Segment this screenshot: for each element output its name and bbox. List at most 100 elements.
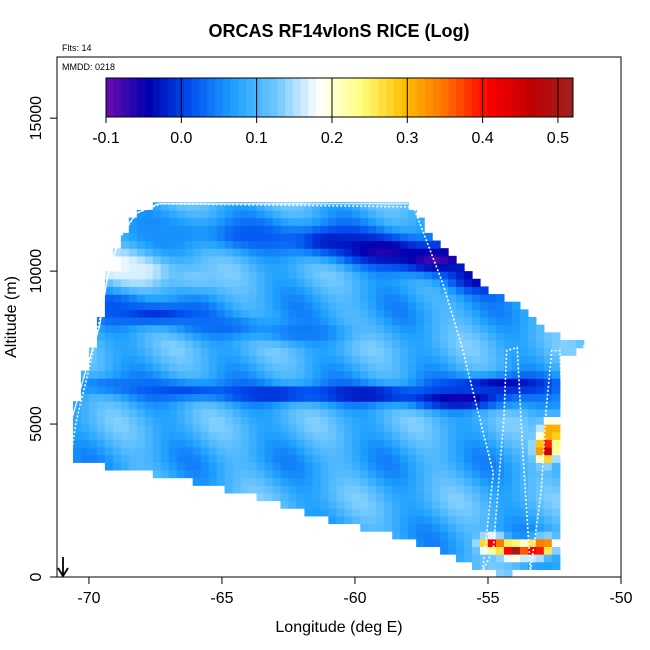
heatmap-cell-903 bbox=[288, 309, 298, 318]
heatmap-cell-128 bbox=[120, 317, 130, 326]
heatmap-cell-486 bbox=[200, 263, 210, 272]
heatmap-cell-390 bbox=[184, 431, 194, 440]
heatmap-cell-495 bbox=[208, 477, 218, 486]
heatmap-cell-1338 bbox=[376, 500, 385, 509]
heatmap-cell-2138 bbox=[535, 408, 545, 418]
heatmap-cell-1244 bbox=[352, 232, 361, 242]
heatmap-cell-276 bbox=[152, 202, 162, 211]
heatmap-cell-2139 bbox=[535, 401, 545, 410]
heatmap-cell-1090 bbox=[328, 447, 337, 456]
heatmap-cell-1881 bbox=[480, 477, 489, 486]
heatmap-cell-1641 bbox=[432, 500, 441, 509]
heatmap-cell-1814 bbox=[464, 401, 473, 410]
heatmap-cell-518 bbox=[208, 301, 218, 310]
heatmap-cell-864 bbox=[280, 301, 290, 310]
heatmap-cell-2111 bbox=[527, 362, 537, 372]
heatmap-cell-1835 bbox=[472, 538, 481, 548]
heatmap-cell-1794 bbox=[464, 554, 473, 563]
heatmap-cell-384 bbox=[176, 202, 186, 211]
colorbar-segment-6 bbox=[152, 78, 161, 117]
heatmap-cell-63 bbox=[104, 393, 114, 402]
colorbar-tick-label-2: 0.1 bbox=[246, 130, 268, 147]
colorbar-segment-34 bbox=[370, 78, 379, 117]
heatmap-cell-926 bbox=[296, 439, 306, 448]
heatmap-cell-1696 bbox=[440, 393, 449, 402]
heatmap-cell-1214 bbox=[352, 462, 361, 471]
heatmap-cell-618 bbox=[232, 401, 242, 410]
heatmap-cell-1728 bbox=[448, 454, 457, 463]
heatmap-cell-240 bbox=[144, 209, 154, 219]
heatmap-cell-1610 bbox=[424, 424, 433, 433]
heatmap-cell-51 bbox=[96, 332, 106, 341]
heatmap-cell-1167 bbox=[344, 500, 353, 509]
heatmap-cell-1198 bbox=[344, 263, 353, 272]
heatmap-cell-549 bbox=[216, 347, 226, 356]
heatmap-cell-1859 bbox=[472, 355, 481, 364]
heatmap-cell-1021 bbox=[312, 339, 321, 349]
heatmap-cell-2149 bbox=[535, 324, 545, 333]
heatmap-cell-1251 bbox=[360, 508, 369, 517]
heatmap-cell-1768 bbox=[456, 454, 465, 463]
heatmap-cell-214 bbox=[144, 408, 154, 418]
heatmap-cell-1548 bbox=[408, 232, 417, 242]
heatmap-cell-746 bbox=[256, 301, 266, 310]
heatmap-cell-636 bbox=[232, 263, 242, 272]
heatmap-cell-1520 bbox=[408, 447, 417, 456]
heatmap-cell-1951 bbox=[495, 508, 505, 517]
heatmap-cell-1203 bbox=[344, 225, 353, 234]
heatmap-cell-1204 bbox=[344, 217, 353, 226]
heatmap-cell-292 bbox=[160, 355, 170, 364]
heatmap-cell-1938 bbox=[487, 324, 497, 333]
heatmap-cell-2016 bbox=[511, 561, 521, 570]
heatmap-cell-627 bbox=[232, 332, 242, 341]
colorbar-segment-20 bbox=[261, 78, 270, 117]
heatmap-cell-84 bbox=[112, 431, 122, 440]
heatmap-cell-2181 bbox=[551, 561, 561, 570]
heatmap-cell-944 bbox=[296, 301, 306, 310]
heatmap-cell-1381 bbox=[384, 500, 393, 509]
heatmap-cell-925 bbox=[296, 447, 306, 456]
heatmap-cell-2068 bbox=[519, 431, 529, 440]
heatmap-cell-538 bbox=[216, 431, 226, 440]
heatmap-cell-804 bbox=[272, 454, 282, 463]
heatmap-cell-78 bbox=[104, 278, 114, 288]
heatmap-cell-447 bbox=[192, 278, 202, 288]
heatmap-cell-1605 bbox=[424, 462, 433, 471]
heatmap-cell-1966 bbox=[495, 393, 505, 402]
heatmap-cell-228 bbox=[144, 301, 154, 310]
heatmap-cell-1988 bbox=[503, 508, 513, 517]
heatmap-cell-781 bbox=[264, 332, 274, 341]
heatmap-cell-15 bbox=[80, 401, 90, 410]
heatmap-cell-2064 bbox=[519, 462, 529, 471]
heatmap-cell-2081 bbox=[519, 332, 529, 341]
heatmap-cell-1620 bbox=[424, 347, 433, 356]
heatmap-cell-1568 bbox=[416, 416, 425, 425]
heatmap-cell-583 bbox=[224, 378, 234, 387]
heatmap-cell-451 bbox=[192, 248, 202, 257]
heatmap-cell-1842 bbox=[472, 485, 481, 494]
heatmap-cell-2091 bbox=[527, 515, 537, 525]
heatmap-cell-852 bbox=[280, 393, 290, 402]
colorbar-segment-38 bbox=[401, 78, 411, 117]
heatmap-cell-1562 bbox=[416, 462, 425, 471]
heatmap-cell-920 bbox=[296, 485, 306, 494]
heatmap-cell-1533 bbox=[408, 347, 417, 356]
heatmap-cell-1123 bbox=[336, 515, 345, 525]
heatmap-cell-1043 bbox=[320, 485, 329, 494]
heatmap-cell-937 bbox=[296, 355, 306, 364]
heatmap-cell-1714 bbox=[440, 255, 449, 265]
heatmap-cell-968 bbox=[304, 431, 313, 440]
heatmap-cell-997 bbox=[304, 209, 313, 219]
heatmap-cell-1375 bbox=[376, 217, 385, 226]
colorbar-segment-45 bbox=[456, 78, 465, 117]
heatmap-cell-10 bbox=[80, 439, 90, 448]
heatmap-cell-1540 bbox=[408, 294, 417, 303]
heatmap-cell-1323 bbox=[368, 286, 377, 295]
heatmap-cell-1152 bbox=[336, 294, 345, 303]
heatmap-cell-347 bbox=[168, 209, 178, 219]
heatmap-cell-1561 bbox=[416, 469, 425, 479]
heatmap-cell-676 bbox=[240, 248, 250, 257]
heatmap-cell-388 bbox=[184, 447, 194, 456]
heatmap-cell-1340 bbox=[376, 485, 385, 494]
heatmap-cell-1068 bbox=[320, 294, 329, 303]
